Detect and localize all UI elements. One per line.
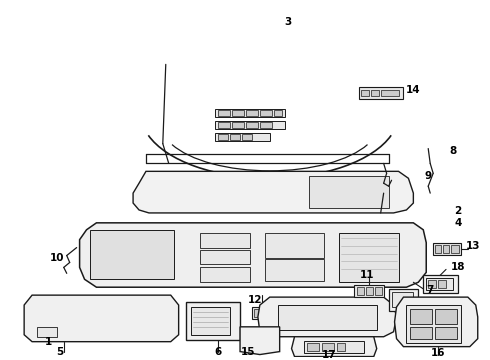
Bar — [232, 110, 244, 116]
Bar — [337, 343, 345, 351]
Text: 9: 9 — [425, 171, 432, 181]
Text: 5: 5 — [56, 347, 63, 357]
Bar — [392, 292, 414, 307]
Bar — [339, 233, 398, 282]
Bar — [191, 307, 230, 335]
Bar — [406, 305, 461, 343]
Polygon shape — [394, 297, 478, 347]
Text: 14: 14 — [406, 85, 421, 95]
Bar — [411, 309, 432, 324]
Bar — [361, 90, 369, 96]
Bar — [278, 305, 377, 330]
Text: 3: 3 — [284, 17, 291, 27]
Bar — [260, 122, 272, 128]
Text: 15: 15 — [241, 347, 255, 357]
Bar — [200, 267, 250, 282]
Bar — [411, 327, 432, 339]
Bar — [218, 122, 230, 128]
Bar — [246, 122, 258, 128]
Bar — [389, 289, 418, 311]
Text: 16: 16 — [431, 347, 445, 357]
Bar — [215, 121, 285, 129]
Bar — [90, 230, 173, 279]
Bar — [254, 309, 268, 317]
Polygon shape — [79, 223, 426, 287]
Bar — [435, 245, 441, 253]
Text: 13: 13 — [466, 240, 480, 251]
Bar — [354, 285, 384, 297]
Bar — [443, 245, 449, 253]
Bar — [260, 110, 272, 116]
Bar — [423, 275, 458, 293]
Bar — [433, 243, 461, 255]
Bar — [371, 90, 379, 96]
Bar — [426, 278, 453, 290]
Bar — [307, 343, 319, 351]
Bar — [366, 287, 373, 295]
Text: 6: 6 — [215, 347, 222, 357]
Bar — [322, 343, 334, 351]
Ellipse shape — [213, 182, 247, 202]
Bar — [438, 280, 446, 288]
Text: 17: 17 — [322, 350, 337, 360]
Bar — [451, 245, 459, 253]
Bar — [265, 260, 324, 281]
Text: 18: 18 — [451, 262, 465, 273]
Bar — [232, 122, 244, 128]
Bar — [186, 302, 240, 340]
Bar — [218, 110, 230, 116]
Bar — [274, 110, 282, 116]
Bar — [428, 280, 436, 288]
Bar — [37, 327, 57, 337]
Circle shape — [118, 247, 134, 262]
Bar — [357, 287, 364, 295]
Polygon shape — [133, 171, 414, 213]
Bar — [304, 341, 364, 352]
Text: 4: 4 — [454, 218, 462, 228]
Bar — [200, 249, 250, 265]
Bar — [246, 110, 258, 116]
Bar — [359, 87, 403, 99]
Text: 12: 12 — [247, 295, 262, 305]
Bar — [309, 176, 389, 208]
Bar — [265, 233, 324, 257]
Bar — [381, 90, 398, 96]
Bar — [215, 133, 270, 141]
Polygon shape — [292, 337, 377, 356]
Text: 7: 7 — [426, 285, 434, 295]
Polygon shape — [258, 297, 396, 337]
Bar — [435, 309, 457, 324]
Text: 10: 10 — [49, 252, 64, 262]
Polygon shape — [240, 327, 280, 355]
Bar — [215, 109, 285, 117]
Bar — [435, 327, 457, 339]
Polygon shape — [24, 295, 179, 342]
Bar — [375, 287, 382, 295]
Text: 1: 1 — [45, 337, 52, 347]
Bar — [218, 134, 228, 140]
Text: 11: 11 — [360, 270, 374, 280]
Text: 2: 2 — [454, 206, 462, 216]
Bar — [230, 134, 240, 140]
Text: 8: 8 — [449, 145, 457, 156]
Bar — [200, 233, 250, 248]
Bar — [242, 134, 252, 140]
Bar — [252, 307, 272, 319]
